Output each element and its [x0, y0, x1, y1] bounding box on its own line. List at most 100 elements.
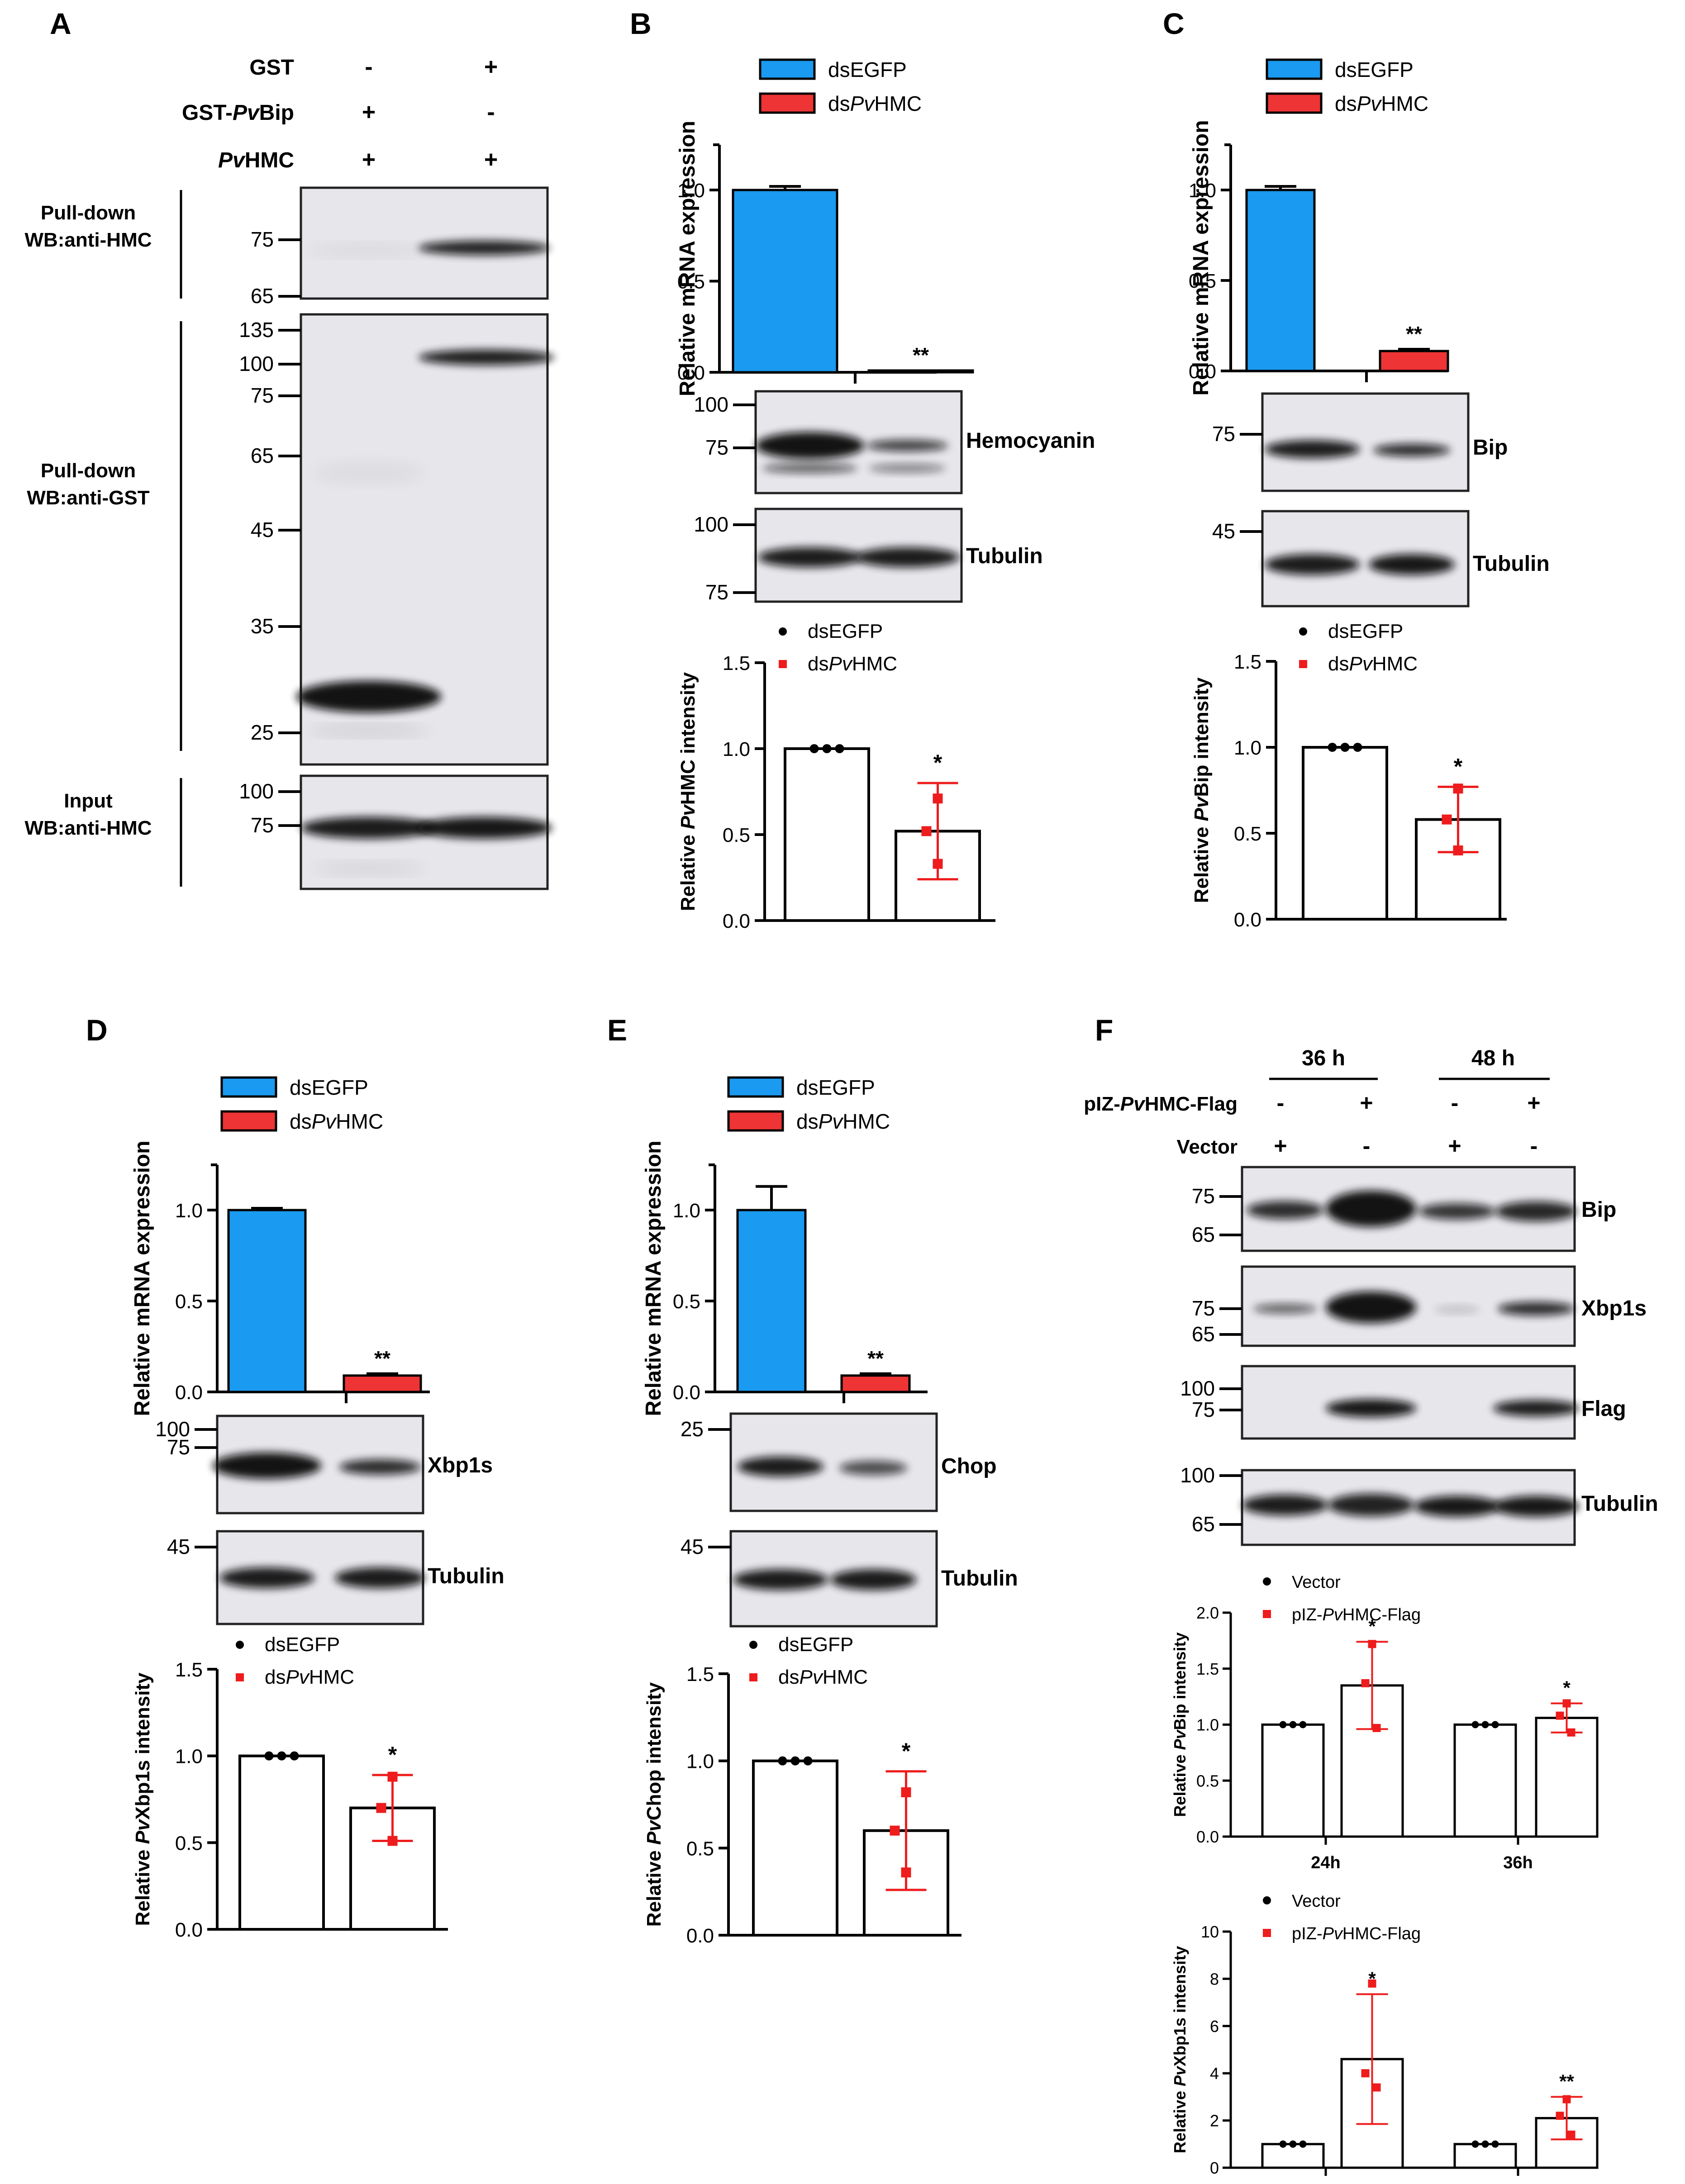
blot-band [335, 1567, 425, 1588]
data-point [290, 1751, 299, 1761]
data-point [1442, 814, 1452, 825]
legend-label: dsPvHMC [1335, 92, 1428, 115]
blot-band [1498, 1302, 1575, 1315]
bar-dspvhmc [343, 1374, 422, 1393]
blot-band [733, 1569, 828, 1590]
bar-dspvhmc [1379, 350, 1449, 372]
blot-band [839, 1461, 907, 1475]
y-tick-label: 1.0 [175, 1746, 203, 1768]
y-axis-label: Relative mRNA expression [642, 1140, 666, 1416]
mw-marker: 75 [1192, 1296, 1215, 1320]
blot-name: Tubulin [1581, 1492, 1658, 1516]
y-tick-label: 1.0 [1196, 1716, 1219, 1734]
legend-label: dsPvHMC [290, 1110, 383, 1133]
blot-band [1373, 444, 1450, 456]
mw-marker: 100 [239, 779, 274, 803]
significance-mark: ** [913, 343, 929, 367]
mw-marker: 100 [155, 1417, 190, 1441]
legend-marker [1263, 1896, 1271, 1904]
data-point [1289, 1721, 1297, 1728]
legend-label: dsEGFP [828, 58, 907, 81]
bar-dspvhmc [840, 1374, 911, 1393]
y-tick-label: 4 [1210, 2064, 1219, 2083]
data-point [387, 1836, 398, 1846]
blot-band [738, 1457, 823, 1477]
significance-mark: * [1368, 1615, 1376, 1637]
significance-mark: * [1368, 1968, 1376, 1989]
blot-label: WB:anti-HMC [24, 229, 152, 251]
blot-band [866, 440, 948, 451]
y-tick-label: 1.0 [1189, 180, 1216, 202]
legend-label: dsEGFP [808, 620, 883, 642]
mw-marker: 75 [1212, 422, 1235, 446]
y-tick-label: 1.0 [723, 738, 750, 760]
mw-marker: 45 [681, 1535, 704, 1558]
mw-marker: 65 [1192, 1512, 1215, 1536]
y-tick-label: 0 [1210, 2159, 1219, 2177]
y-tick-label: 0.5 [673, 1291, 700, 1313]
blot-band [1242, 1495, 1328, 1515]
significance-mark: * [1454, 754, 1463, 779]
y-tick-label: 1.5 [1196, 1660, 1219, 1678]
bar-dsegfp [736, 1209, 807, 1393]
blot-name: Tubulin [428, 1564, 505, 1588]
y-axis-label: Relative PvBip intensity [1171, 1632, 1189, 1817]
lane-sign: + [484, 54, 498, 80]
bar-dsegfp [227, 1209, 307, 1393]
blot-band [1265, 440, 1360, 458]
legend-label: dsEGFP [778, 1633, 853, 1656]
blot-band [1434, 1306, 1480, 1313]
legend-swatch [759, 92, 816, 114]
y-tick-label: 0.5 [175, 1832, 203, 1854]
mw-marker: 100 [1180, 1463, 1215, 1487]
data-point [1299, 2140, 1307, 2148]
lane-sign: - [1363, 1133, 1371, 1158]
blot-band [1414, 1496, 1500, 1517]
legend-swatch [220, 1110, 277, 1132]
blot-name: Tubulin [941, 1567, 1018, 1591]
blot-label: WB:anti-HMC [24, 817, 152, 839]
legend-label: pIZ-PvHMC-Flag [1292, 1924, 1421, 1943]
y-tick-label: 0.0 [175, 1919, 203, 1941]
lane-sign: + [1527, 1090, 1540, 1116]
y-tick-label: 0.5 [723, 824, 750, 846]
blot-band [213, 1453, 321, 1479]
y-tick-label: 1.5 [686, 1663, 714, 1685]
data-point [1372, 2083, 1381, 2092]
y-tick-label: 1.0 [1234, 737, 1261, 759]
legend-label: dsPvHMC [265, 1666, 354, 1688]
legend-marker [1263, 1610, 1271, 1618]
y-tick-label: 6 [1210, 2017, 1219, 2036]
y-tick-label: 1.5 [175, 1659, 203, 1681]
legend-swatch [1266, 58, 1323, 80]
data-point [778, 1756, 787, 1766]
lane-sign: - [1530, 1133, 1538, 1158]
band-faint [308, 726, 430, 735]
y-tick-label: 2.0 [1196, 1604, 1219, 1622]
lane-sign: + [1360, 1090, 1373, 1116]
lane-sign: - [487, 99, 495, 125]
mw-marker: 45 [1212, 519, 1235, 543]
lane-sign: + [1274, 1133, 1287, 1158]
lane-sign: - [1451, 1090, 1459, 1116]
treatment-label: pIZ-PvHMC-Flag [1084, 1093, 1238, 1115]
y-tick-label: 0.0 [686, 1925, 714, 1947]
data-point [809, 744, 819, 753]
data-point [1368, 1979, 1376, 1988]
data-point [1491, 2140, 1499, 2148]
y-axis-label: Relative PvBip intensity [1190, 677, 1213, 903]
y-axis-label: Relative PvHMC intensity [677, 672, 699, 911]
blot-name: Tubulin [966, 544, 1043, 568]
blot-band [219, 1567, 314, 1588]
legend-label: dsEGFP [290, 1076, 368, 1099]
data-point [376, 1803, 386, 1813]
mw-marker: 100 [1180, 1377, 1215, 1400]
x-tick-label: 36h [1503, 1853, 1533, 1872]
y-axis-label: Relative mRNA expression [1189, 120, 1213, 395]
data-point [1353, 743, 1362, 752]
band-input-hmc [416, 817, 552, 839]
lane-sign: - [1277, 1090, 1285, 1116]
band-faint [305, 246, 432, 255]
legend-label: dsEGFP [265, 1633, 340, 1656]
